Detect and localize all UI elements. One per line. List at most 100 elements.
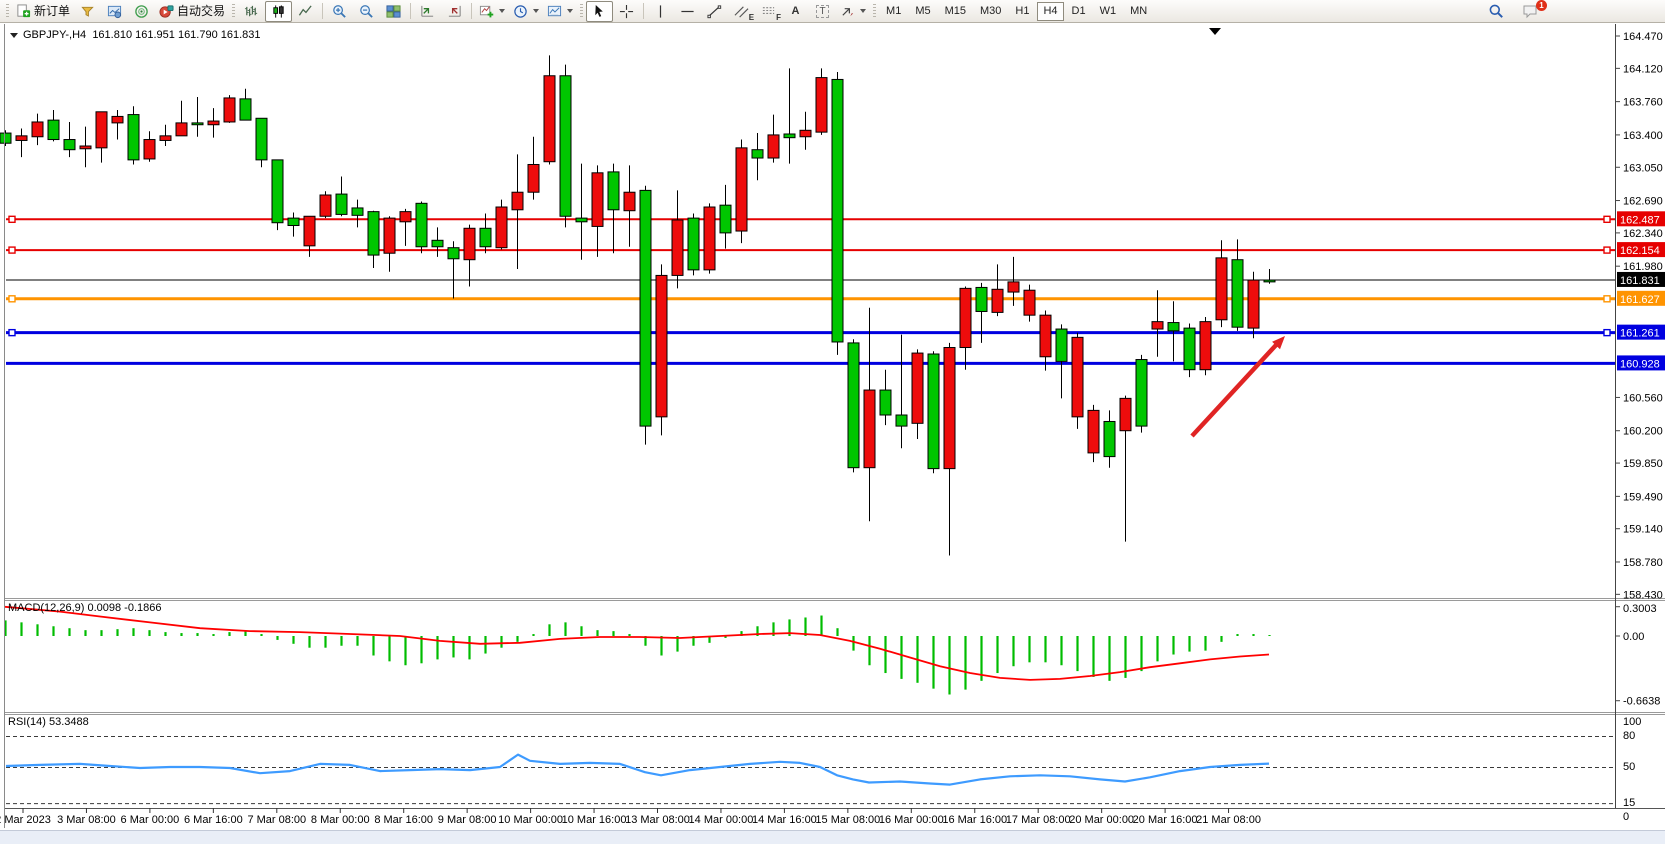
template-icon bbox=[547, 4, 562, 19]
dropdown-caret-icon bbox=[499, 9, 506, 13]
candle-down bbox=[799, 129, 812, 138]
price-axis-label: 160.200 bbox=[1623, 426, 1663, 438]
line-chart-icon bbox=[298, 4, 313, 19]
timeframe-m1-button[interactable]: M1 bbox=[886, 4, 902, 17]
timeframe-w1-button[interactable]: W1 bbox=[1099, 4, 1117, 17]
timeframe-m15-button[interactable]: M15 bbox=[944, 4, 966, 17]
notifications-button[interactable]: 1 bbox=[1517, 0, 1547, 22]
market-window-button[interactable] bbox=[101, 1, 128, 22]
line-anchor-handle[interactable] bbox=[8, 328, 16, 337]
price-badge-label: 162.487 bbox=[1620, 214, 1660, 226]
arrows-tool-button[interactable] bbox=[836, 1, 870, 22]
history-center-button[interactable] bbox=[74, 1, 101, 22]
candle-up bbox=[879, 389, 892, 416]
candle-up bbox=[783, 133, 796, 139]
candle-down bbox=[383, 217, 396, 254]
toolbar-separator bbox=[410, 3, 412, 19]
time-axis-label: 10 Mar 00:00 bbox=[498, 814, 563, 826]
new-order-button[interactable]: 新订单 bbox=[12, 1, 74, 22]
candlestick-mode-button[interactable] bbox=[265, 0, 293, 22]
timeframe-m5-button[interactable]: M5 bbox=[915, 4, 931, 17]
text-label-tool-icon: T bbox=[816, 4, 829, 18]
candle-down bbox=[991, 288, 1004, 313]
candle-down bbox=[1119, 397, 1132, 432]
channel-tool-button[interactable]: E bbox=[728, 1, 755, 22]
candle-up bbox=[1167, 322, 1180, 332]
candle-down bbox=[303, 215, 316, 247]
toolbar-grip[interactable] bbox=[6, 3, 9, 19]
toolbar-grip[interactable] bbox=[580, 3, 584, 19]
candle-down bbox=[655, 274, 668, 418]
rsi-axis-label: 100 bbox=[1623, 716, 1641, 728]
rsi-axis-label: 80 bbox=[1623, 730, 1635, 742]
candle-down bbox=[175, 122, 188, 137]
timeframe-h4-button[interactable]: H4 bbox=[1037, 1, 1064, 21]
timeframe-d1-button[interactable]: D1 bbox=[1071, 4, 1086, 17]
candle-down bbox=[319, 194, 332, 217]
candle-down bbox=[207, 120, 220, 126]
timeframe-mn-button[interactable]: MN bbox=[1130, 4, 1148, 17]
chart-collapse-icon[interactable] bbox=[10, 32, 18, 38]
candle-down bbox=[1199, 321, 1212, 371]
crosshair-tool-button[interactable] bbox=[613, 1, 640, 22]
candle-down bbox=[1071, 336, 1084, 418]
toolbar-grip[interactable] bbox=[232, 3, 236, 19]
candle-down bbox=[735, 147, 748, 232]
candle-up bbox=[271, 159, 284, 224]
autotrade-button[interactable]: 自动交易 bbox=[155, 1, 229, 22]
line-anchor-handle[interactable] bbox=[1603, 328, 1611, 337]
price-badge bbox=[1617, 211, 1665, 227]
crosshair-icon bbox=[619, 4, 634, 19]
toolbar-separator bbox=[643, 3, 645, 19]
tile-windows-button[interactable] bbox=[380, 1, 407, 22]
trend-arrow-head[interactable] bbox=[1272, 336, 1285, 350]
time-axis-label: 14 Mar 00:00 bbox=[689, 814, 754, 826]
price-axis-label: 159.140 bbox=[1623, 524, 1663, 536]
text-tool-button[interactable]: A bbox=[782, 1, 809, 22]
line-anchor-handle[interactable] bbox=[1603, 215, 1611, 224]
line-anchor-handle[interactable] bbox=[8, 295, 16, 303]
candle-down bbox=[703, 206, 716, 271]
signals-button[interactable] bbox=[128, 1, 155, 22]
indicators-button[interactable] bbox=[475, 1, 509, 22]
macd-axis-label: 0.3003 bbox=[1623, 603, 1657, 615]
line-anchor-handle[interactable] bbox=[8, 215, 16, 224]
cursor-tool-button[interactable] bbox=[586, 0, 614, 22]
search-button[interactable] bbox=[1482, 1, 1509, 22]
candle-up bbox=[239, 98, 252, 121]
time-axis-label: 20 Mar 16:00 bbox=[1133, 814, 1198, 826]
timeframe-h1-button[interactable]: H1 bbox=[1015, 4, 1030, 17]
zoom-in-button[interactable] bbox=[326, 1, 353, 22]
trend-arrow[interactable] bbox=[1190, 342, 1279, 438]
price-axis-label: 163.050 bbox=[1623, 162, 1663, 174]
text-label-tool-button[interactable]: T bbox=[809, 1, 836, 22]
line-chart-mode-button[interactable] bbox=[292, 1, 319, 22]
vertical-line-icon bbox=[653, 4, 668, 19]
candle-down bbox=[863, 389, 876, 469]
line-anchor-handle[interactable] bbox=[1603, 295, 1611, 303]
fibonacci-tool-button[interactable]: F bbox=[755, 1, 782, 22]
auto-scroll-button[interactable] bbox=[414, 1, 441, 22]
line-anchor-handle[interactable] bbox=[1603, 246, 1611, 254]
horizontal-line-tool-button[interactable] bbox=[674, 1, 701, 22]
vertical-line-tool-button[interactable] bbox=[647, 1, 674, 22]
trendline-tool-button[interactable] bbox=[701, 1, 728, 22]
periods-button[interactable] bbox=[509, 1, 543, 22]
toolbar-grip[interactable] bbox=[873, 3, 877, 19]
zoom-out-button[interactable] bbox=[353, 1, 380, 22]
timeframe-m30-button[interactable]: M30 bbox=[980, 4, 1002, 17]
chart-end-marker-icon[interactable] bbox=[1209, 28, 1221, 35]
candle-up bbox=[415, 202, 428, 248]
line-anchor-handle[interactable] bbox=[8, 246, 16, 254]
rsi-line bbox=[5, 753, 1270, 786]
chart-shift-button[interactable] bbox=[441, 1, 468, 22]
bar-chart-mode-button[interactable] bbox=[238, 1, 265, 22]
candle-up bbox=[1183, 327, 1196, 371]
time-axis-label: 6 Mar 00:00 bbox=[121, 814, 180, 826]
toolbar-separator bbox=[322, 3, 324, 19]
toolbar-right-group: 1 bbox=[1482, 0, 1547, 22]
templates-button[interactable] bbox=[543, 1, 577, 22]
candle-up bbox=[127, 114, 140, 161]
rsi-axis-label: 50 bbox=[1623, 761, 1635, 773]
